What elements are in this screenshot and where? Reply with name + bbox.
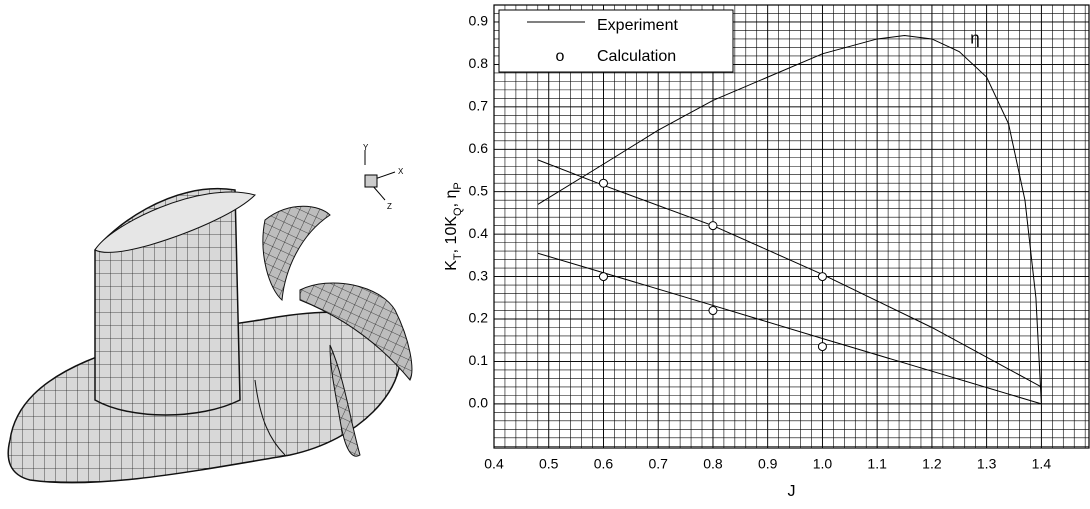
x-tick-label: 0.9 <box>758 456 778 472</box>
y-tick-label: 0.4 <box>469 225 489 241</box>
y-axis-label-part: , η <box>443 190 460 208</box>
axis-x-label: X <box>398 167 404 176</box>
y-tick-label: 0.6 <box>469 140 489 156</box>
y-tick-label: 0.3 <box>469 267 489 283</box>
x-tick-label: 1.2 <box>922 456 942 472</box>
y-axis-label-part: P <box>452 182 464 189</box>
x-tick-label: 1.4 <box>1032 456 1052 472</box>
y-tick-label: 0.7 <box>469 98 489 114</box>
calculation-point <box>709 307 717 315</box>
y-axis-label-part: , 10K <box>443 216 460 254</box>
pod-model: Y X Z <box>8 143 412 483</box>
x-tick-label: 0.7 <box>648 456 668 472</box>
legend-symbol: o <box>556 48 565 65</box>
calculation-point <box>818 343 826 351</box>
y-tick-label: 0.8 <box>469 55 489 71</box>
x-tick-label: 0.4 <box>484 456 504 472</box>
figure: Y X Z 0.40.50.60.70.80.91.01.11.21.31.40… <box>0 0 1090 504</box>
calculation-point <box>818 273 826 281</box>
x-tick-label: 0.5 <box>539 456 559 472</box>
chart: 0.4 0.5 0.6 0.7 0.8 0.9 1.0 1.1 1.2 1.3 1.4 0.0 0.1 0… <box>443 5 1089 500</box>
y-tick-label: 0.9 <box>469 13 489 29</box>
y-tick-label: 0.1 <box>469 352 489 368</box>
y-axis-label: KT, 10KQ, ηP <box>443 182 464 270</box>
y-tick-label: 0.5 <box>469 182 489 198</box>
axis-z-label: Z <box>387 202 392 211</box>
legend-label: Experiment <box>597 17 678 34</box>
y-tick-label: 0.0 <box>469 395 489 411</box>
axis-y-label: Y <box>363 143 369 152</box>
calculation-point <box>599 273 607 281</box>
x-tick-label: 1.3 <box>977 456 997 472</box>
calculation-point <box>709 222 717 230</box>
calculation-point <box>599 179 607 187</box>
x-tick-label: 1.0 <box>813 456 833 472</box>
x-tick-label: 0.6 <box>594 456 614 472</box>
x-tick-label: 1.1 <box>867 456 887 472</box>
x-axis-label: J <box>788 483 796 500</box>
y-tick-label: 0.2 <box>469 310 489 326</box>
y-axis-label-part: K <box>443 260 460 271</box>
annotation: η <box>970 28 979 47</box>
x-tick-label: 0.8 <box>703 456 723 472</box>
legend-label: Calculation <box>597 48 676 65</box>
